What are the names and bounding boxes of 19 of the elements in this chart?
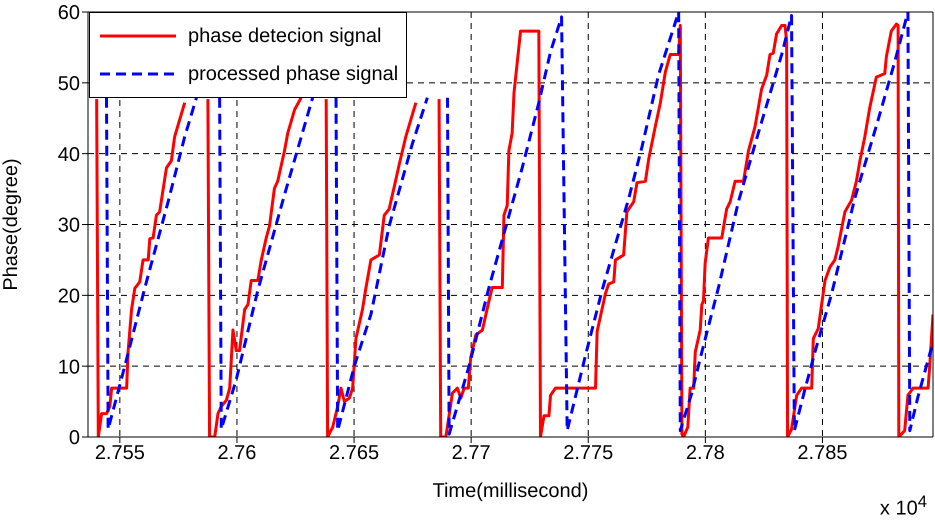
y-tick-label: 60 xyxy=(58,2,80,24)
x-tick-label: 2.755 xyxy=(94,442,145,464)
y-tick-label: 50 xyxy=(58,72,80,95)
y-tick-label: 40 xyxy=(58,144,80,166)
x-tick-label: 2.78 xyxy=(686,442,725,464)
y-tick-label: 10 xyxy=(58,356,80,378)
x-axis-title: Time(millisecond) xyxy=(432,480,588,502)
y-axis-title: Phase(degree) xyxy=(0,158,22,291)
x-tick-label: 2.765 xyxy=(329,442,380,464)
text: x 10$^{4}$ xyxy=(880,492,927,521)
x-tick-label: 2.76 xyxy=(217,442,256,464)
y-tick-label: 30 xyxy=(58,214,80,237)
y-tick-label: 0 xyxy=(68,427,80,450)
x-tick-label: 2.775 xyxy=(563,442,614,464)
x-tick-label: 2.785 xyxy=(797,442,848,464)
legend-label: processed phase signal xyxy=(188,62,398,87)
x-tick-label: 2.77 xyxy=(452,442,491,464)
legend-label: phase detecion signal xyxy=(188,24,382,49)
y-tick-label: 20 xyxy=(58,285,80,308)
